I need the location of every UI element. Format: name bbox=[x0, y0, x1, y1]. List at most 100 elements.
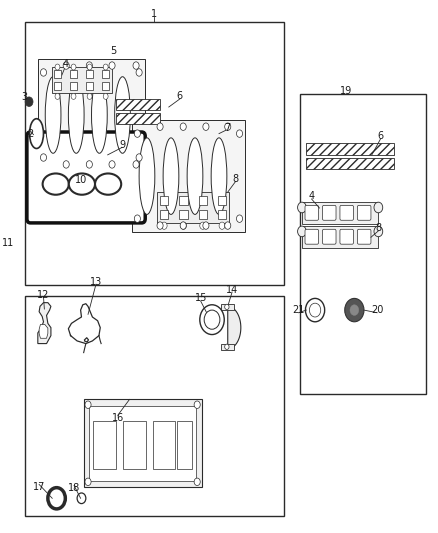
Circle shape bbox=[204, 310, 220, 329]
Bar bbox=[123, 421, 146, 469]
Text: 15: 15 bbox=[194, 293, 207, 303]
Circle shape bbox=[48, 488, 65, 509]
Bar bbox=[221, 344, 234, 350]
Circle shape bbox=[87, 64, 92, 70]
Circle shape bbox=[86, 62, 92, 69]
Text: 11: 11 bbox=[3, 238, 15, 247]
Text: 6: 6 bbox=[378, 131, 384, 141]
Ellipse shape bbox=[163, 138, 179, 214]
Circle shape bbox=[350, 305, 359, 316]
Text: 5: 5 bbox=[110, 46, 117, 56]
Circle shape bbox=[86, 161, 92, 168]
Bar bbox=[306, 143, 394, 155]
FancyBboxPatch shape bbox=[305, 205, 318, 220]
Circle shape bbox=[305, 298, 325, 322]
Circle shape bbox=[109, 62, 115, 69]
Circle shape bbox=[133, 161, 139, 168]
Circle shape bbox=[237, 215, 243, 222]
Circle shape bbox=[40, 154, 46, 161]
Circle shape bbox=[136, 154, 142, 161]
Circle shape bbox=[374, 226, 383, 237]
Text: 2: 2 bbox=[27, 128, 34, 139]
Bar bbox=[117, 99, 160, 110]
FancyBboxPatch shape bbox=[305, 229, 318, 244]
Ellipse shape bbox=[187, 138, 203, 214]
Circle shape bbox=[85, 478, 91, 486]
Circle shape bbox=[203, 123, 209, 131]
Circle shape bbox=[133, 62, 139, 69]
Text: 18: 18 bbox=[68, 483, 80, 493]
Circle shape bbox=[203, 222, 209, 229]
Circle shape bbox=[157, 123, 163, 131]
Bar bbox=[70, 83, 77, 90]
Circle shape bbox=[63, 161, 69, 168]
Text: 9: 9 bbox=[119, 140, 125, 150]
Bar bbox=[180, 196, 187, 205]
Circle shape bbox=[136, 69, 142, 76]
Text: 7: 7 bbox=[225, 123, 231, 133]
Circle shape bbox=[225, 344, 229, 350]
FancyBboxPatch shape bbox=[322, 229, 336, 244]
Circle shape bbox=[297, 202, 306, 213]
Bar bbox=[221, 304, 234, 310]
Bar bbox=[199, 196, 207, 205]
Ellipse shape bbox=[139, 138, 155, 214]
Bar bbox=[177, 421, 192, 469]
Bar bbox=[160, 196, 168, 205]
Circle shape bbox=[297, 226, 306, 237]
Circle shape bbox=[157, 222, 163, 229]
FancyBboxPatch shape bbox=[340, 205, 353, 220]
Bar bbox=[54, 70, 61, 78]
Ellipse shape bbox=[115, 77, 131, 154]
Polygon shape bbox=[228, 306, 241, 349]
Circle shape bbox=[161, 222, 167, 229]
Circle shape bbox=[237, 130, 243, 138]
Bar bbox=[218, 196, 226, 205]
Circle shape bbox=[40, 69, 46, 76]
Circle shape bbox=[63, 62, 69, 69]
Bar bbox=[25, 296, 285, 516]
Circle shape bbox=[134, 215, 141, 222]
Circle shape bbox=[85, 401, 91, 408]
Circle shape bbox=[103, 64, 108, 70]
FancyBboxPatch shape bbox=[357, 229, 371, 244]
Circle shape bbox=[55, 93, 60, 99]
Circle shape bbox=[345, 298, 364, 322]
Text: 21: 21 bbox=[292, 305, 305, 315]
Text: 17: 17 bbox=[33, 482, 45, 492]
Bar bbox=[54, 83, 61, 90]
Circle shape bbox=[71, 93, 76, 99]
Bar bbox=[300, 94, 426, 394]
Text: 14: 14 bbox=[226, 286, 238, 295]
Circle shape bbox=[225, 222, 231, 229]
Circle shape bbox=[87, 93, 92, 99]
Circle shape bbox=[200, 222, 206, 229]
Circle shape bbox=[225, 304, 229, 310]
Ellipse shape bbox=[29, 119, 43, 149]
Ellipse shape bbox=[211, 138, 227, 214]
Text: 20: 20 bbox=[371, 305, 383, 315]
Circle shape bbox=[180, 222, 186, 229]
Circle shape bbox=[103, 93, 108, 99]
Circle shape bbox=[77, 493, 86, 504]
Ellipse shape bbox=[68, 77, 84, 154]
Text: 6: 6 bbox=[177, 91, 183, 101]
Bar bbox=[180, 210, 187, 219]
Bar bbox=[25, 22, 285, 285]
Bar bbox=[160, 210, 168, 219]
Bar bbox=[86, 83, 93, 90]
Text: 16: 16 bbox=[112, 413, 124, 423]
Bar bbox=[117, 114, 160, 124]
Bar bbox=[102, 83, 109, 90]
Ellipse shape bbox=[45, 77, 61, 154]
Text: 13: 13 bbox=[90, 278, 102, 287]
Circle shape bbox=[194, 401, 200, 408]
Text: 1: 1 bbox=[151, 9, 156, 19]
Bar bbox=[102, 70, 109, 78]
Circle shape bbox=[71, 64, 76, 70]
Bar bbox=[153, 421, 175, 469]
Bar bbox=[89, 406, 196, 481]
Bar bbox=[218, 210, 226, 219]
Bar bbox=[157, 192, 229, 223]
Bar bbox=[86, 70, 93, 78]
